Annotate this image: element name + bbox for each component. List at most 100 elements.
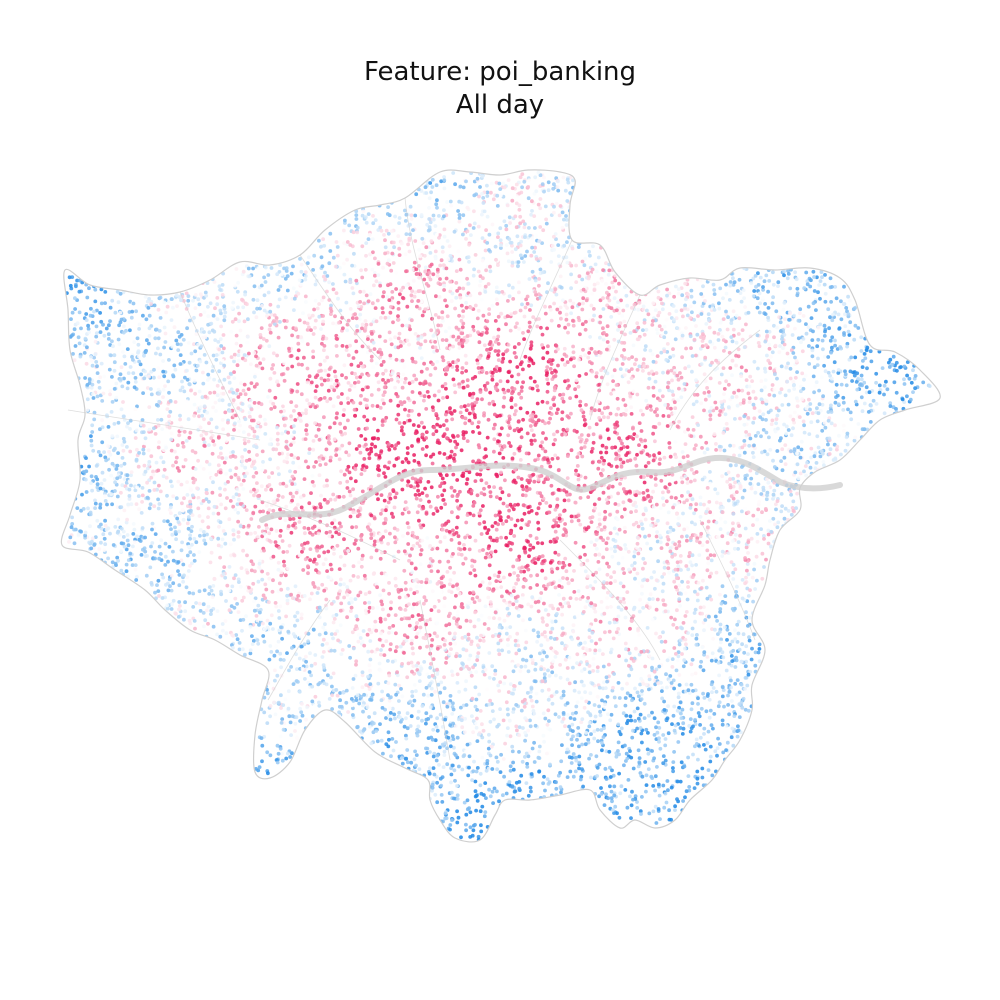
- poi-point: [759, 379, 764, 384]
- poi-point: [348, 655, 352, 660]
- poi-point: [235, 602, 240, 606]
- poi-point: [576, 477, 581, 482]
- poi-point: [378, 283, 383, 288]
- poi-point: [291, 264, 295, 269]
- poi-point: [564, 214, 568, 218]
- poi-point: [413, 477, 418, 482]
- poi-point: [632, 550, 637, 554]
- poi-point: [308, 651, 312, 656]
- poi-point: [736, 540, 741, 544]
- poi-point: [137, 359, 142, 364]
- poi-point: [515, 558, 519, 562]
- poi-point: [647, 811, 652, 816]
- poi-point: [736, 619, 741, 624]
- poi-point: [515, 728, 519, 733]
- poi-point: [424, 245, 429, 250]
- poi-point: [538, 596, 543, 601]
- poi-point: [798, 455, 803, 460]
- poi-point: [561, 392, 566, 397]
- poi-point: [69, 317, 73, 321]
- poi-point: [122, 439, 127, 444]
- poi-point: [746, 551, 750, 555]
- poi-point: [224, 631, 229, 636]
- poi-point: [626, 549, 631, 554]
- poi-point: [578, 399, 583, 404]
- poi-point: [285, 366, 290, 371]
- poi-point: [397, 216, 402, 220]
- poi-point: [463, 535, 467, 540]
- poi-point: [176, 330, 181, 335]
- poi-point: [540, 399, 545, 404]
- poi-point: [373, 619, 378, 624]
- poi-point: [715, 746, 720, 751]
- poi-point: [427, 394, 431, 399]
- poi-point: [228, 371, 233, 376]
- poi-point: [103, 290, 108, 294]
- poi-point: [757, 409, 762, 414]
- poi-point: [459, 448, 464, 453]
- poi-point: [546, 344, 550, 349]
- poi-point: [485, 531, 490, 535]
- poi-point: [387, 298, 392, 302]
- poi-point: [366, 385, 370, 390]
- poi-point: [518, 669, 523, 674]
- poi-point: [596, 739, 600, 744]
- poi-point: [118, 320, 123, 325]
- poi-point: [321, 314, 325, 318]
- poi-point: [387, 591, 391, 596]
- poi-point: [439, 576, 444, 581]
- poi-point: [325, 399, 330, 404]
- poi-point: [276, 493, 281, 498]
- poi-point: [165, 493, 169, 498]
- poi-point: [277, 472, 281, 477]
- poi-point: [482, 622, 487, 626]
- poi-point: [181, 579, 186, 584]
- poi-point: [659, 639, 664, 644]
- poi-point: [597, 512, 602, 517]
- poi-point: [206, 601, 211, 606]
- poi-point: [417, 275, 422, 280]
- poi-point: [560, 410, 565, 415]
- poi-point: [822, 323, 827, 328]
- poi-point: [112, 353, 117, 358]
- poi-point: [276, 609, 281, 613]
- poi-point: [177, 433, 182, 438]
- poi-point: [410, 694, 415, 698]
- poi-point: [695, 282, 700, 287]
- poi-point: [874, 402, 879, 406]
- poi-point: [271, 578, 275, 583]
- poi-point: [393, 576, 398, 581]
- poi-point: [305, 540, 310, 545]
- poi-point: [509, 530, 513, 535]
- poi-point: [793, 375, 798, 380]
- poi-point: [490, 222, 495, 227]
- poi-point: [714, 500, 719, 505]
- poi-point: [536, 520, 540, 525]
- poi-point: [197, 414, 201, 419]
- poi-point: [316, 586, 321, 591]
- poi-point: [267, 531, 272, 536]
- poi-point: [169, 318, 174, 322]
- poi-point: [707, 697, 712, 702]
- poi-point: [428, 504, 433, 509]
- poi-point: [905, 394, 909, 399]
- poi-point: [520, 518, 524, 522]
- poi-point: [448, 439, 453, 443]
- poi-point: [518, 214, 523, 219]
- poi-point: [613, 544, 617, 549]
- poi-point: [822, 363, 826, 368]
- poi-point: [167, 577, 172, 582]
- poi-point: [441, 396, 445, 400]
- poi-point: [634, 463, 639, 468]
- poi-point: [607, 662, 611, 667]
- poi-point: [162, 325, 167, 330]
- poi-point: [544, 221, 549, 226]
- poi-point: [410, 390, 415, 394]
- poi-point: [546, 281, 550, 286]
- poi-point: [291, 596, 295, 600]
- poi-point: [597, 497, 602, 501]
- poi-point: [131, 544, 135, 549]
- poi-point: [457, 313, 461, 318]
- poi-point: [510, 391, 514, 396]
- poi-point: [562, 346, 567, 351]
